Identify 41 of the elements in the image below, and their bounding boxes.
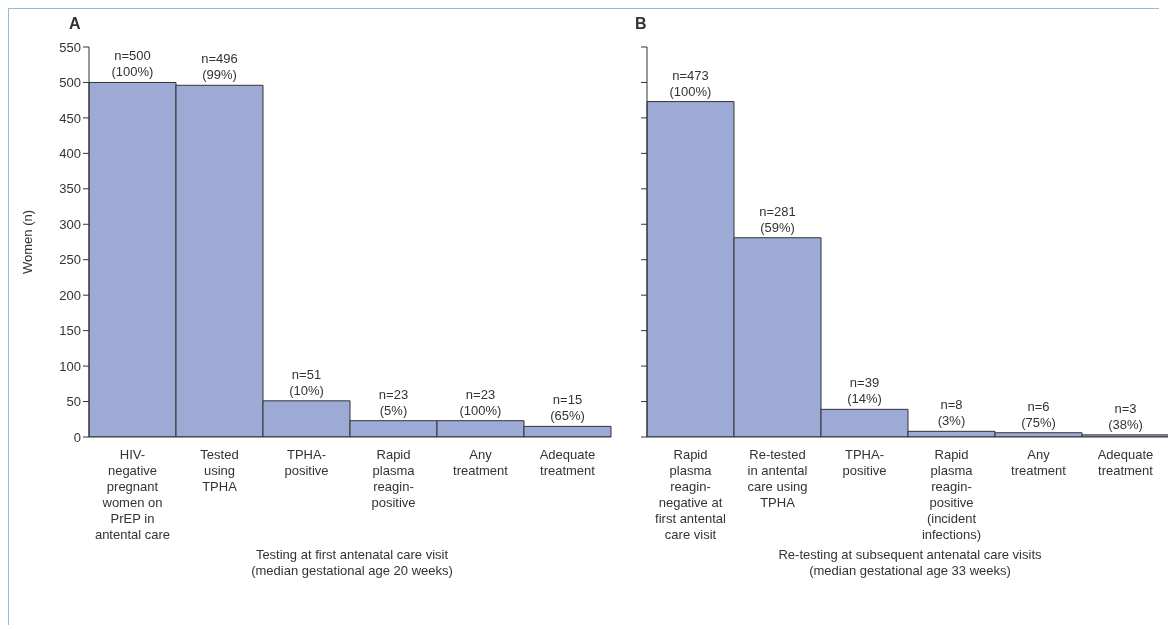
chart-title: A [68, 15, 82, 34]
x-tick-label: Rapid plasma reagin- positive (incident infections) [921, 447, 982, 542]
x-tick-label: Rapid plasma reagin- negative at first antental care visit [655, 447, 727, 542]
x-tick-label: HIV- negative pregnant women on PrEP in antental care [94, 447, 171, 542]
data-label: n=3 (38%) [1108, 400, 1143, 432]
data-label: n=15 (65%) [550, 392, 585, 424]
data-label: n=23 (100%) [459, 386, 502, 418]
y-tick-label: 50 [66, 394, 81, 410]
y-tick-label: 250 [59, 252, 81, 268]
x-tick-label: Adequate treatment [539, 447, 596, 478]
x-tick-label: TPHA- positive [842, 447, 887, 478]
x-tick-label: Any treatment [453, 447, 509, 478]
y-tick-label: 550 [59, 39, 81, 55]
x-tick-label: Tested using TPHA [200, 447, 239, 494]
x-tick-label: TPHA- positive [284, 447, 329, 478]
data-label: n=281 (59%) [759, 203, 796, 235]
y-tick-label: 450 [59, 110, 81, 126]
data-label: n=473 (100%) [669, 67, 712, 99]
y-tick-label: 200 [59, 287, 81, 303]
y-tick-label: 300 [59, 216, 81, 232]
y-tick-label: 350 [59, 181, 81, 197]
y-tick-label: 0 [73, 429, 81, 445]
y-axis-title: Women (n) [19, 209, 35, 275]
data-label: n=39 (14%) [847, 375, 882, 407]
x-axis-title: Testing at first antenatal care visit (median gestational age 20 weeks) [250, 547, 454, 579]
chart-title: B [635, 15, 648, 34]
x-tick-label: Re-tested in antental care using TPHA [747, 447, 808, 510]
x-axis-title: Re-testing at subsequent antenatal care visits (median gestational age 33 weeks) [777, 547, 1043, 579]
data-label: n=496 (99%) [201, 51, 238, 83]
y-tick-label: 100 [59, 358, 81, 374]
data-label: n=8 (3%) [937, 397, 966, 429]
x-tick-label: Adequate treatment [1097, 447, 1154, 478]
y-tick-label: 400 [59, 145, 81, 161]
x-tick-label: Any treatment [1011, 447, 1067, 478]
data-label: n=23 (5%) [378, 386, 409, 418]
data-label: n=500 (100%) [111, 48, 154, 80]
data-label: n=6 (75%) [1021, 398, 1056, 430]
data-label: n=51 (10%) [289, 366, 324, 398]
x-tick-label: Rapid plasma reagin- positive [371, 447, 416, 510]
y-tick-label: 150 [59, 323, 81, 339]
y-tick-label: 500 [59, 75, 81, 91]
